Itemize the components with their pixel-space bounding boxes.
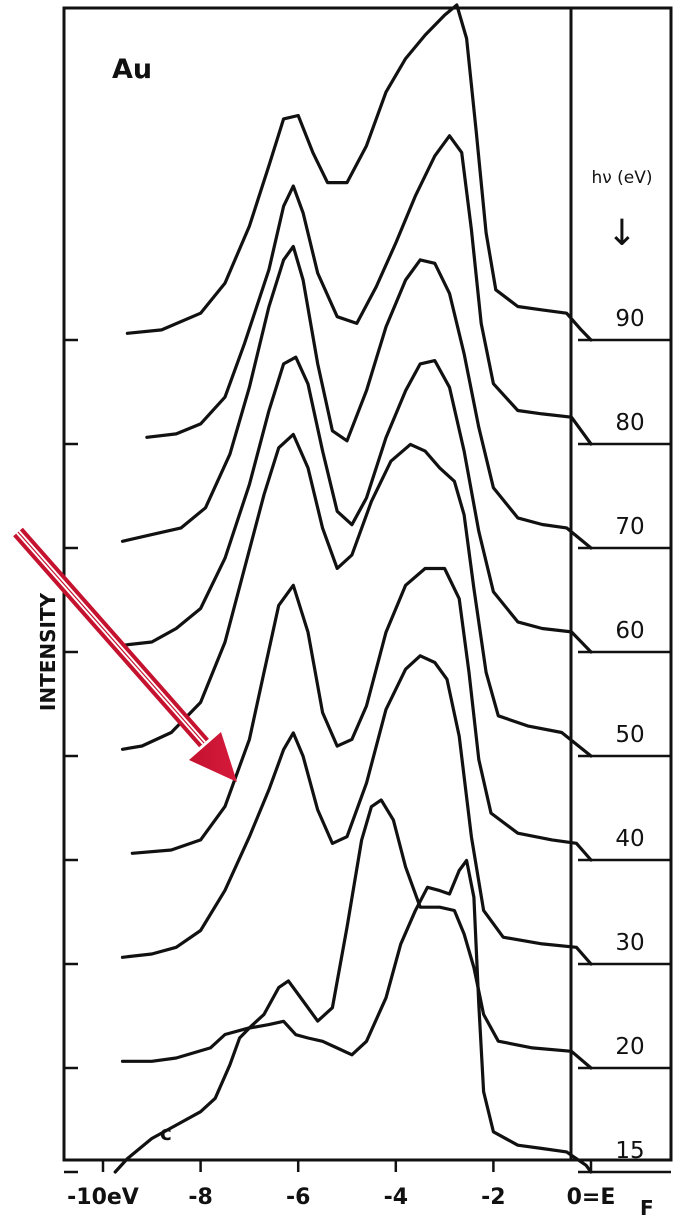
spectrum-curve-80ev [145, 134, 593, 446]
x-tick-label: -2 [481, 1185, 505, 1210]
x-tick-label: -4 [384, 1185, 408, 1210]
photon-energy-label: 40 [615, 826, 644, 852]
panel-corner-label: c [160, 1121, 172, 1145]
photon-energy-label: 30 [615, 930, 644, 956]
x-tick-label: 0=E [567, 1185, 616, 1210]
y-axis-ticks [64, 338, 78, 1174]
photon-energy-label: 90 [615, 306, 644, 332]
photon-energy-header: hν (eV) [591, 168, 652, 188]
fermi-subscript: F [640, 1196, 654, 1219]
photon-energy-label: 80 [615, 410, 644, 436]
red-annotation-arrow-icon [13, 527, 237, 782]
x-tick-label: -6 [286, 1185, 310, 1210]
photon-energy-label: 15 [615, 1138, 644, 1164]
x-axis-ticks: -10eV -8 -6 -4 -2 0=E [67, 1160, 615, 1210]
photon-energy-down-arrow: ↓ [607, 213, 637, 254]
x-tick-label: -8 [188, 1185, 212, 1210]
spectrum-curve-40ev [130, 566, 593, 862]
spectrum-curve-15ev [113, 858, 593, 1174]
photon-energy-label: 60 [615, 618, 644, 644]
y-axis-label: INTENSITY [36, 592, 60, 711]
spectrum-curve-50ev [120, 432, 593, 758]
chart-title: Au [112, 54, 152, 85]
spectrum-curve-70ev [120, 244, 593, 550]
photon-energy-label: 70 [615, 514, 644, 540]
spectra-curves [113, 3, 593, 1174]
plot-frame [62, 6, 673, 1162]
photon-energy-label: 50 [615, 722, 644, 748]
photon-energy-label: 20 [615, 1034, 644, 1060]
spectrum-curve-90ev [125, 3, 593, 342]
spectrum-curve-30ev [120, 654, 593, 966]
spectrum-curve-60ev [120, 355, 593, 654]
x-tick-label: -10eV [67, 1185, 139, 1210]
photon-energy-panel: 90 80 70 60 50 40 30 20 15 [578, 306, 671, 1174]
